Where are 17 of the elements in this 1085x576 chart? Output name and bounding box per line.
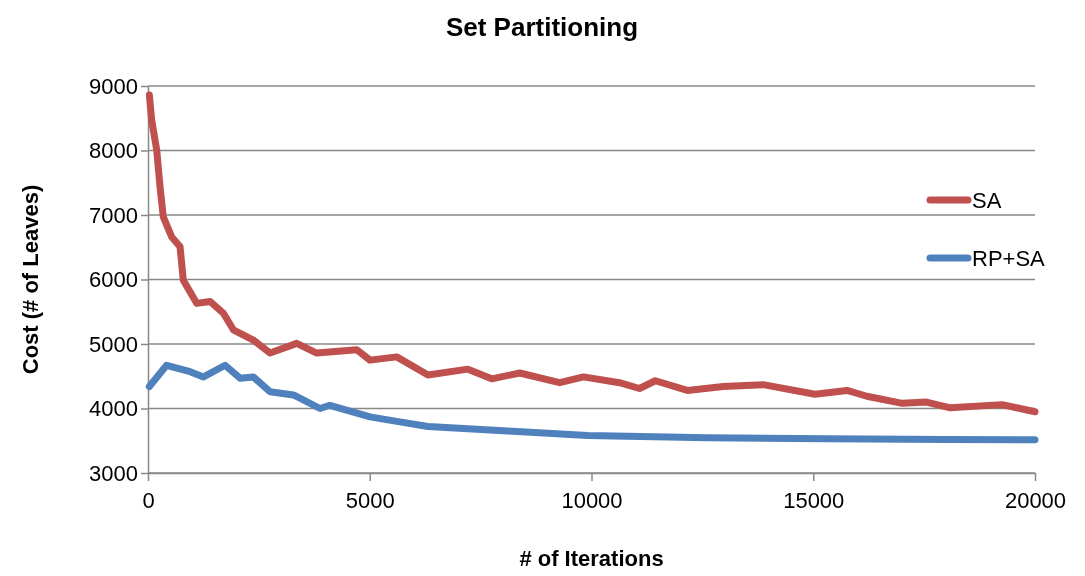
- y-tick-label: 8000: [89, 138, 138, 164]
- y-tick-label: 6000: [89, 267, 138, 293]
- x-tick-label: 5000: [345, 488, 395, 514]
- legend-label: RP+SA: [972, 246, 1046, 271]
- y-tick-label: 9000: [89, 73, 138, 99]
- x-tick-label: 20000: [1004, 488, 1067, 514]
- chart-title: Set Partitioning: [445, 12, 639, 42]
- y-tick-label: 5000: [89, 331, 138, 357]
- y-tick-label: 4000: [89, 396, 138, 422]
- x-tick-label: 10000: [561, 488, 623, 514]
- y-axis-title: Cost (# of Leaves): [18, 184, 43, 375]
- y-tick-label: 3000: [89, 460, 138, 486]
- x-tick-label: 0: [142, 488, 155, 514]
- x-tick-label: 15000: [783, 488, 845, 514]
- legend-label: SA: [972, 188, 1002, 213]
- x-axis-title: # of Iterations: [519, 546, 664, 571]
- y-tick-label: 7000: [89, 202, 138, 228]
